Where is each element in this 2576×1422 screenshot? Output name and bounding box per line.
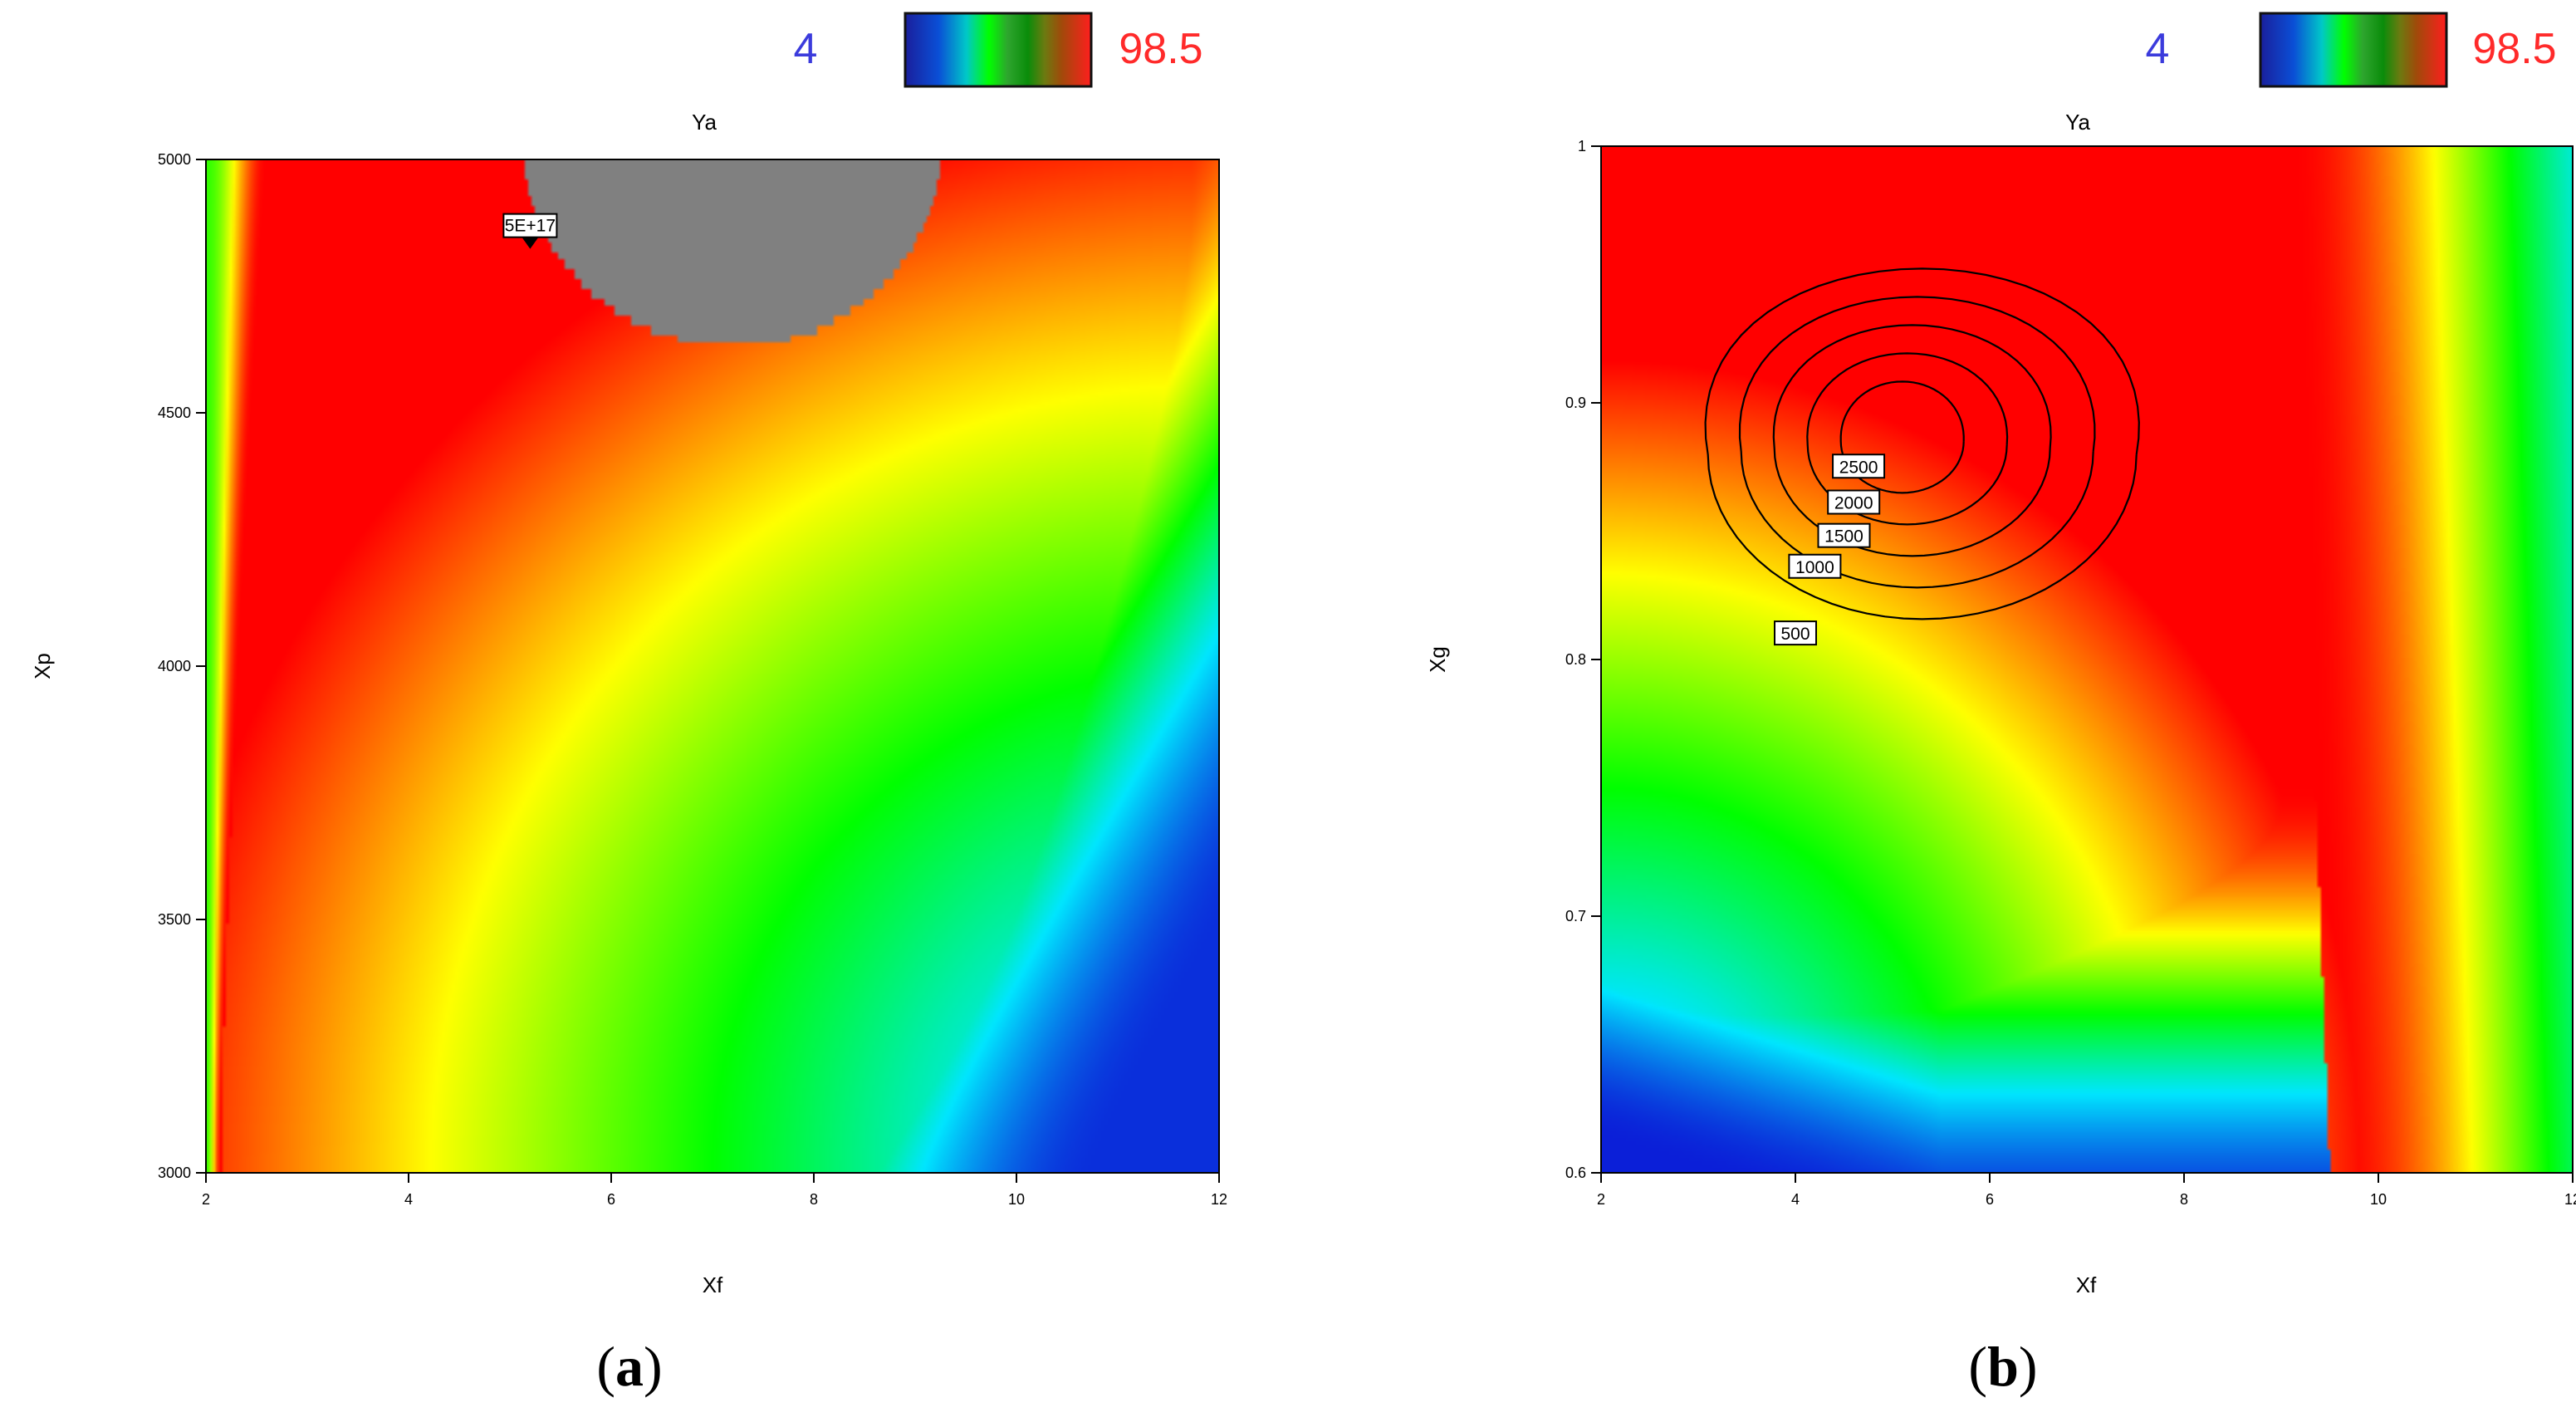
y-axis-ticks: 3000 3500 4000 4500 5000 (158, 151, 206, 1181)
panel-label: (b) (1968, 1335, 2037, 1398)
flag-label: 5E+17 (505, 217, 556, 236)
panel-a: 4 98.5 Ya 5E+17 2 4 6 8 10 12 3000 3500 4000 450… (30, 12, 1227, 1398)
x-tick-label: 2 (202, 1191, 210, 1208)
contour-label: 500 (1780, 625, 1810, 644)
y-tick-label: 1 (1578, 138, 1586, 154)
heatmap-image (1601, 146, 2573, 1173)
contour-label-box (1788, 553, 1842, 579)
contour-line (1839, 380, 1965, 494)
color-scale-max-label: 98.5 (1119, 25, 1202, 73)
flag-box (502, 213, 558, 238)
panel-label: (a) (596, 1335, 662, 1398)
y-tick-label: 3000 (158, 1165, 191, 1181)
color-scale-max-label: 98.5 (2472, 25, 2556, 73)
x-axis-label: Xf (2076, 1272, 2097, 1297)
contour-label: 2000 (1834, 494, 1873, 513)
y-tick-label: 5000 (158, 151, 191, 168)
x-axis-ticks: 2 4 6 8 10 12 (202, 1173, 1227, 1208)
color-scale-min-label: 4 (794, 25, 818, 73)
contour-label-box (1832, 454, 1886, 479)
chart-title: Ya (692, 110, 717, 135)
y-axis-ticks: 0.6 0.7 0.8 0.9 1 (1565, 138, 1601, 1181)
contour-label-box (1827, 489, 1881, 515)
chart-title: Ya (2065, 110, 2090, 135)
x-tick-label: 6 (607, 1191, 615, 1208)
x-tick-label: 8 (810, 1191, 818, 1208)
color-scale-min-label: 4 (2146, 25, 2170, 73)
x-tick-label: 4 (404, 1191, 413, 1208)
y-axis-label: Xp (30, 653, 55, 679)
y-tick-label: 0.6 (1565, 1165, 1586, 1181)
contour-line (1738, 296, 2096, 589)
y-tick-label: 4500 (158, 405, 191, 421)
contour-line (1806, 352, 2009, 526)
contour-lines (1704, 267, 2140, 620)
y-axis-label: Xg (1425, 646, 1450, 673)
x-tick-label: 4 (1791, 1191, 1800, 1208)
y-tick-label: 3500 (158, 911, 191, 928)
contour-label: 2500 (1839, 458, 1878, 477)
flag-marker: 5E+17 (502, 213, 558, 249)
y-tick-label: 0.9 (1565, 395, 1586, 411)
x-tick-label: 10 (1008, 1191, 1025, 1208)
contour-label: 1000 (1795, 558, 1834, 577)
color-scale-bar (904, 12, 1093, 88)
x-axis-ticks: 2 4 6 8 10 12 (1597, 1173, 2576, 1208)
heatmap-image (206, 159, 1219, 1173)
color-scale-bar (2259, 12, 2448, 88)
x-tick-label: 6 (1986, 1191, 1994, 1208)
x-tick-label: 12 (1211, 1191, 1227, 1208)
contour-label-box (1774, 620, 1817, 646)
y-tick-label: 0.8 (1565, 651, 1586, 668)
x-tick-label: 12 (2564, 1191, 2576, 1208)
plot-area: 500 1000 1500 2000 2500 (1600, 145, 2574, 1174)
x-tick-label: 2 (1597, 1191, 1605, 1208)
contour-line (1704, 267, 2140, 620)
x-tick-label: 10 (2370, 1191, 2387, 1208)
plot-area: 5E+17 (205, 159, 1220, 1174)
y-tick-label: 0.7 (1565, 908, 1586, 924)
panel-b: 4 98.5 Ya 500 1000 1500 2000 2500 2 4 6 8 10 12 0… (1425, 12, 2576, 1398)
y-tick-label: 4000 (158, 658, 191, 674)
flag-pointer (522, 237, 539, 249)
x-tick-label: 8 (2180, 1191, 2188, 1208)
contour-label: 1500 (1824, 527, 1863, 547)
contour-label-box (1817, 522, 1871, 548)
x-axis-label: Xf (703, 1272, 723, 1297)
contour-labels: 500 1000 1500 2000 2500 (1774, 454, 1886, 646)
contour-line (1772, 324, 2052, 557)
